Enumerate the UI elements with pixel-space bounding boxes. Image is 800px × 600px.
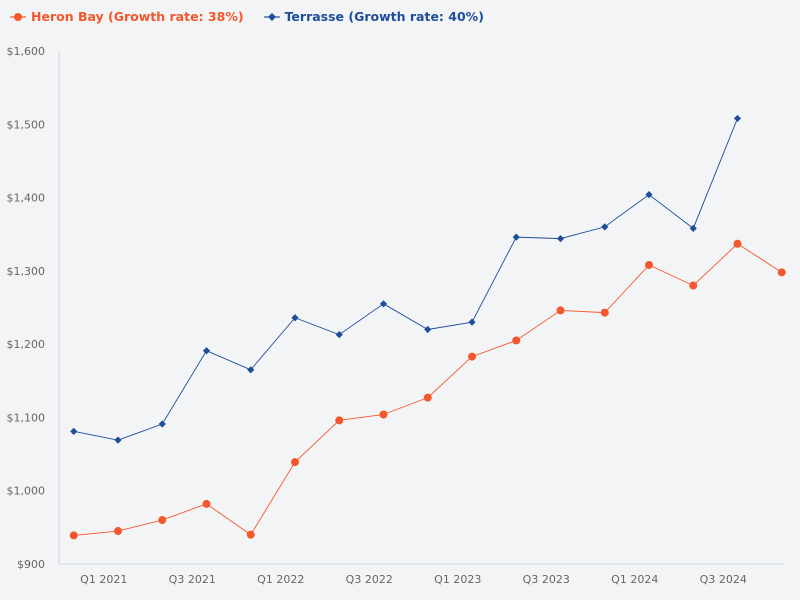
data-point-diamond: [512, 233, 520, 241]
x-tick-label: Q1 2023: [434, 573, 481, 586]
data-point-circle: [246, 530, 255, 539]
x-tick-label: Q3 2021: [169, 573, 216, 586]
data-point-circle: [202, 499, 211, 508]
y-tick-label: $1,200: [7, 338, 46, 351]
data-point-diamond: [70, 427, 78, 435]
legend-circle-marker-icon: [10, 12, 26, 21]
legend-item-terrasse[interactable]: Terrasse (Growth rate: 40%): [263, 9, 484, 24]
series-line-0: [73, 243, 782, 536]
data-point-diamond: [556, 235, 565, 243]
data-point-diamond: [379, 300, 388, 308]
data-point-circle: [335, 416, 344, 425]
x-tick-label: Q1 2021: [80, 573, 127, 586]
data-point-circle: [600, 308, 609, 317]
data-point-diamond: [601, 223, 609, 231]
data-point-circle: [114, 527, 122, 536]
x-tick-label: Q3 2024: [700, 573, 747, 586]
data-point-diamond: [247, 366, 255, 374]
x-tick-label: Q3 2022: [346, 573, 393, 586]
data-point-diamond: [468, 318, 476, 326]
y-tick-label: $1,500: [7, 118, 46, 131]
data-point-circle: [689, 281, 698, 290]
data-point-circle: [733, 239, 742, 248]
legend: Heron Bay (Growth rate: 38%) Terrasse (G…: [10, 9, 484, 24]
data-point-diamond: [733, 114, 742, 123]
data-point-diamond: [291, 314, 299, 322]
data-point-circle: [379, 410, 388, 419]
data-point-diamond: [158, 420, 166, 428]
data-point-circle: [423, 393, 432, 402]
y-tick-label: $900: [17, 558, 45, 571]
data-point-circle: [777, 268, 786, 277]
data-point-circle: [291, 458, 299, 467]
y-tick-label: $1,300: [7, 265, 46, 278]
legend-label-terrasse: Terrasse (Growth rate: 40%): [284, 9, 484, 24]
legend-item-heron-bay[interactable]: Heron Bay (Growth rate: 38%): [10, 9, 244, 24]
data-point-circle: [512, 336, 521, 345]
legend-diamond-marker-icon: [263, 12, 280, 21]
data-point-circle: [468, 352, 476, 361]
series-line-1: [73, 118, 738, 441]
data-point-diamond: [424, 325, 432, 334]
x-tick-label: Q3 2023: [523, 573, 570, 586]
legend-label-heron-bay: Heron Bay (Growth rate: 38%): [31, 9, 244, 24]
data-point-circle: [69, 531, 78, 540]
data-point-diamond: [335, 331, 343, 339]
data-point-diamond: [645, 191, 653, 199]
x-tick-label: Q1 2022: [257, 573, 304, 586]
data-point-diamond: [689, 224, 697, 232]
data-point-circle: [556, 306, 565, 315]
y-tick-label: $1,400: [7, 192, 46, 205]
data-point-circle: [158, 516, 167, 525]
x-tick-label: Q1 2024: [611, 573, 658, 586]
y-tick-label: $1,000: [7, 485, 46, 498]
data-point-diamond: [114, 436, 122, 444]
data-point-circle: [645, 260, 653, 269]
data-point-diamond: [202, 347, 211, 355]
y-tick-label: $1,600: [7, 45, 46, 58]
y-tick-label: $1,100: [7, 411, 46, 424]
